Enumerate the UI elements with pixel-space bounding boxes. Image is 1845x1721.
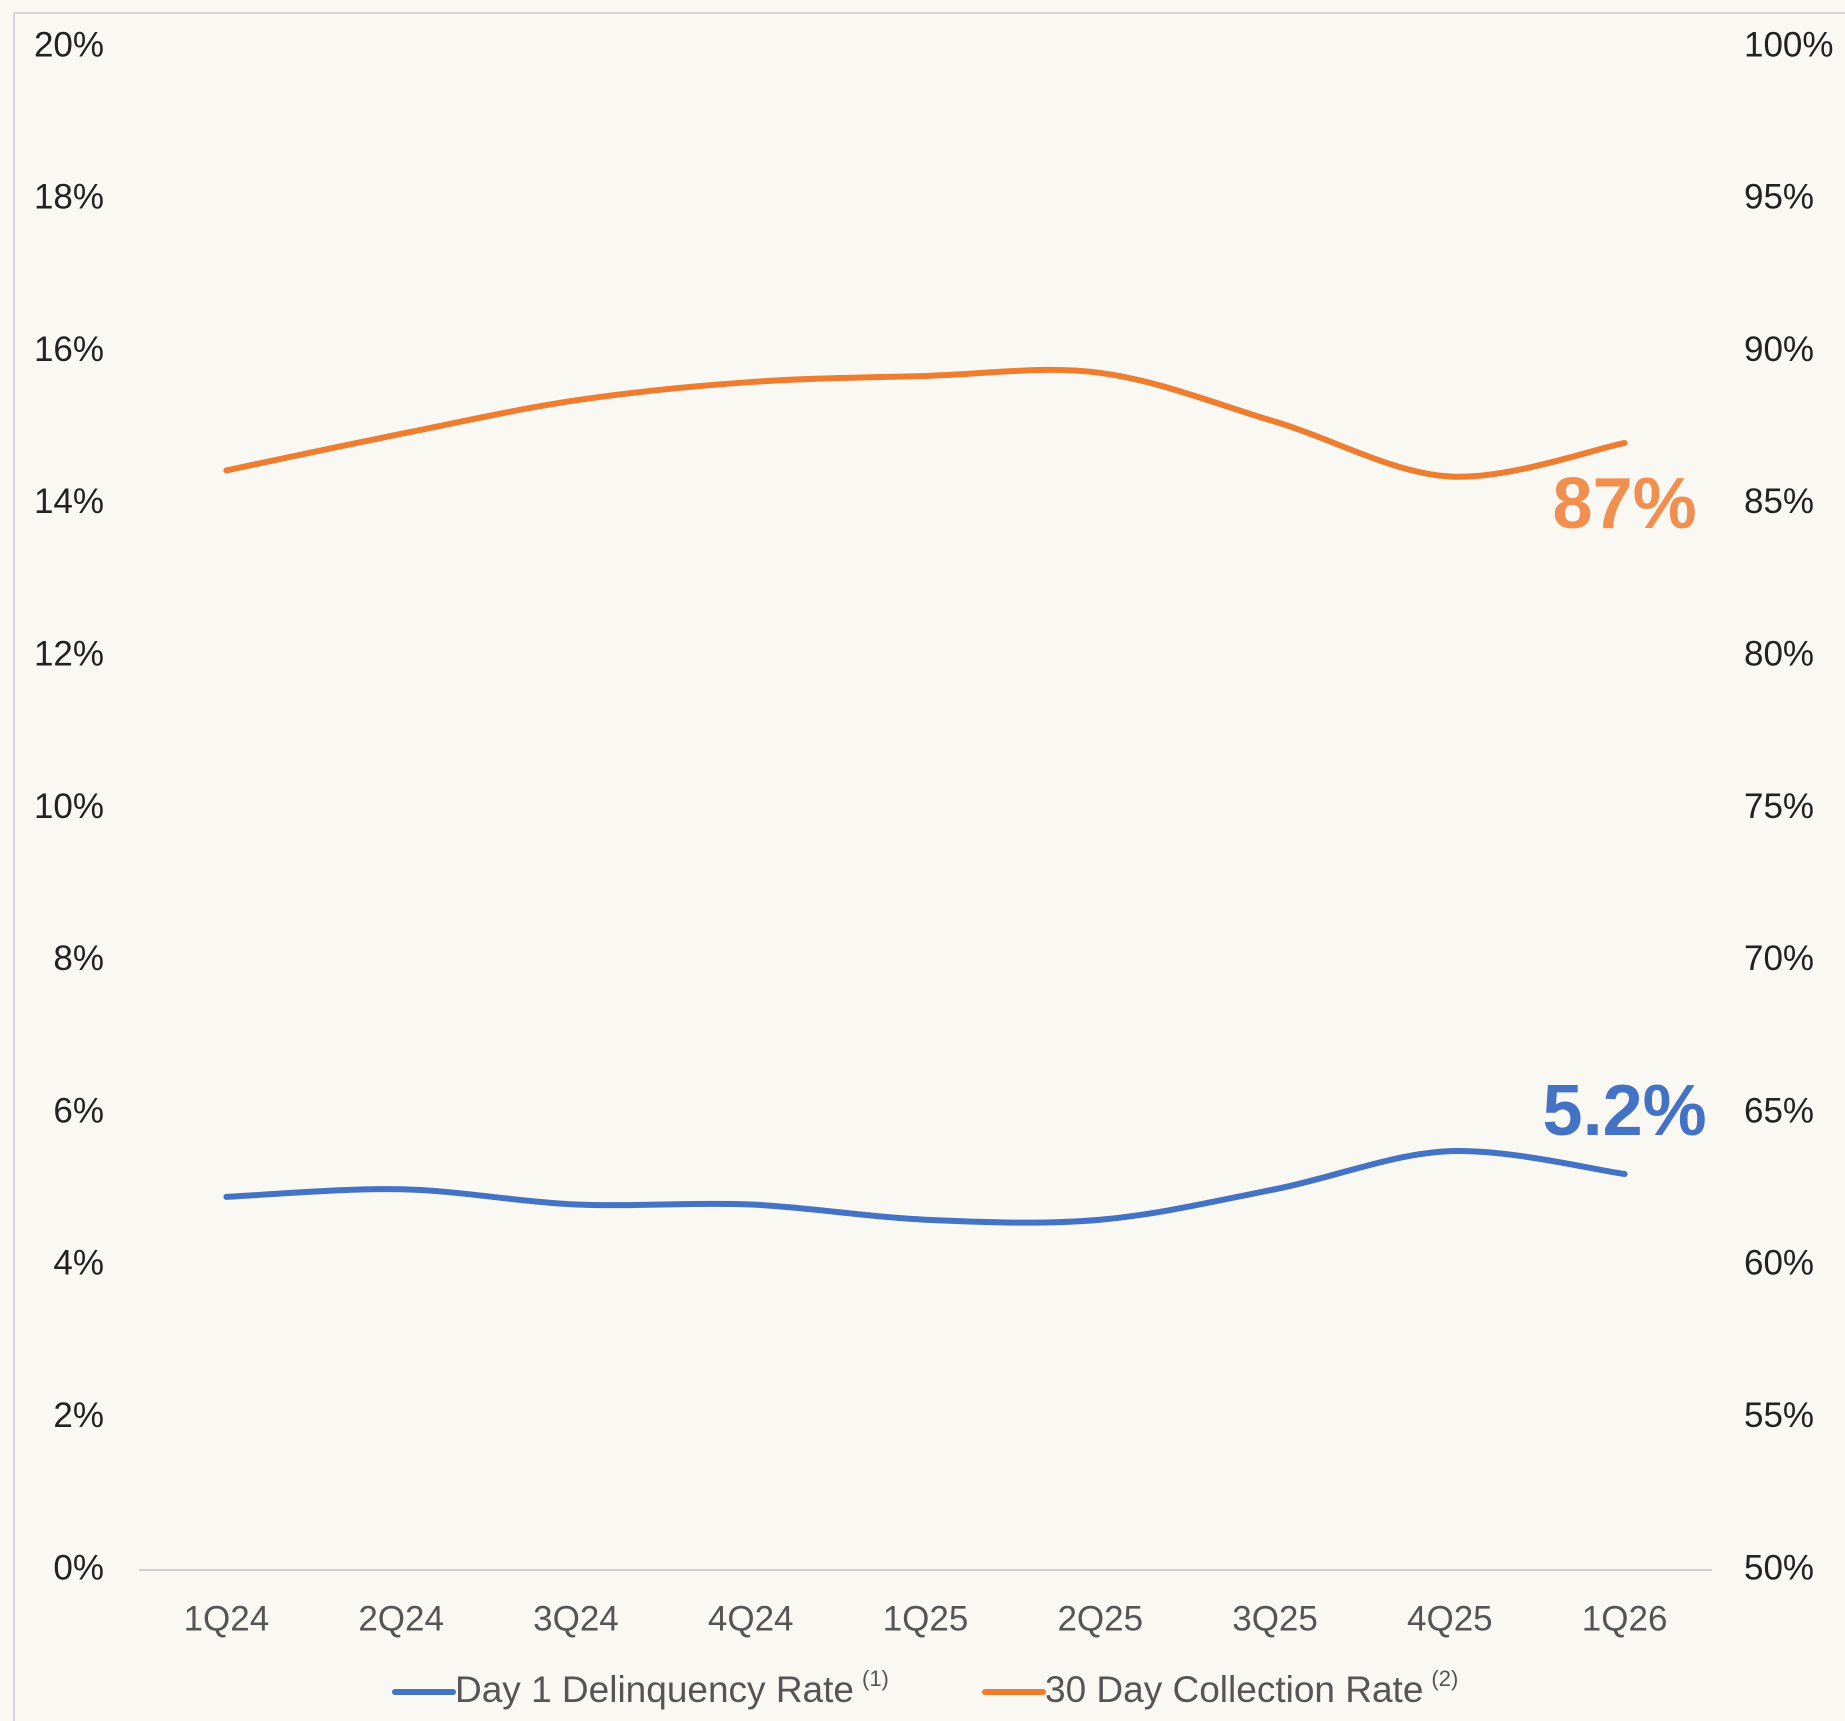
series-line <box>223 1147 1628 1226</box>
y2-tick-label: 100% <box>1744 25 1834 64</box>
legend-label: Day 1 Delinquency Rate <box>455 1669 854 1710</box>
legend-note: (1) <box>862 1666 889 1691</box>
y-tick-label: 14% <box>34 482 104 521</box>
y2-tick-label: 65% <box>1744 1091 1814 1130</box>
y-tick-label: 12% <box>34 634 104 673</box>
y-tick-label: 6% <box>53 1091 104 1130</box>
x-tick-label: 3Q24 <box>533 1599 619 1638</box>
data-label: 5.2% <box>1543 1071 1707 1151</box>
y-tick-label: 0% <box>53 1548 104 1587</box>
series-line <box>223 366 1628 480</box>
x-tick-label: 4Q24 <box>708 1599 794 1638</box>
x-tick-label: 3Q25 <box>1232 1599 1318 1638</box>
y2-tick-label: 95% <box>1744 178 1814 217</box>
x-tick-label: 1Q24 <box>184 1599 270 1638</box>
y-tick-label: 16% <box>34 330 104 369</box>
y-tick-label: 10% <box>34 787 104 826</box>
x-tick-label: 2Q24 <box>358 1599 444 1638</box>
x-tick-label: 1Q25 <box>883 1599 969 1638</box>
y-tick-label: 4% <box>53 1244 104 1283</box>
y2-tick-label: 90% <box>1744 330 1814 369</box>
legend-label: 30 Day Collection Rate <box>1045 1669 1423 1710</box>
y2-tick-label: 60% <box>1744 1244 1814 1283</box>
y2-tick-label: 75% <box>1744 787 1814 826</box>
x-tick-label: 2Q25 <box>1057 1599 1143 1638</box>
y-tick-label: 2% <box>53 1396 104 1435</box>
y-tick-label: 20% <box>34 25 104 64</box>
x-tick-label: 4Q25 <box>1407 1599 1493 1638</box>
y2-tick-label: 70% <box>1744 939 1814 978</box>
y2-tick-label: 55% <box>1744 1396 1814 1435</box>
y-tick-label: 8% <box>53 939 104 978</box>
legend-note: (2) <box>1431 1666 1458 1691</box>
y-tick-label: 18% <box>34 178 104 217</box>
y2-tick-label: 85% <box>1744 482 1814 521</box>
y2-tick-label: 80% <box>1744 634 1814 673</box>
x-tick-label: 1Q26 <box>1582 1599 1668 1638</box>
y2-tick-label: 50% <box>1744 1548 1814 1587</box>
frame <box>13 12 1845 1721</box>
data-label: 87% <box>1553 464 1697 544</box>
